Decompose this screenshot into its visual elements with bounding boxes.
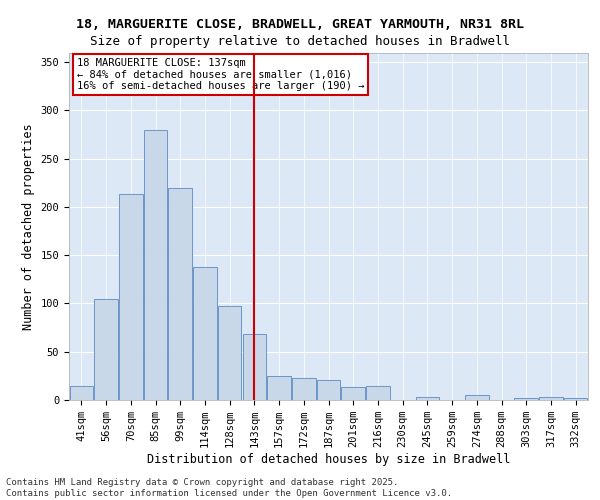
X-axis label: Distribution of detached houses by size in Bradwell: Distribution of detached houses by size … — [147, 453, 510, 466]
Bar — [564, 398, 587, 400]
Bar — [70, 386, 93, 400]
Bar — [317, 380, 340, 400]
Bar — [144, 130, 167, 400]
Bar — [193, 267, 217, 400]
Bar — [119, 194, 143, 400]
Bar — [514, 398, 538, 400]
Text: Size of property relative to detached houses in Bradwell: Size of property relative to detached ho… — [90, 35, 510, 48]
Text: 18 MARGUERITE CLOSE: 137sqm
← 84% of detached houses are smaller (1,016)
16% of : 18 MARGUERITE CLOSE: 137sqm ← 84% of det… — [77, 58, 364, 91]
Bar — [416, 397, 439, 400]
Bar — [539, 397, 563, 400]
Y-axis label: Number of detached properties: Number of detached properties — [22, 123, 35, 330]
Bar — [242, 334, 266, 400]
Bar — [366, 386, 389, 400]
Text: Contains HM Land Registry data © Crown copyright and database right 2025.
Contai: Contains HM Land Registry data © Crown c… — [6, 478, 452, 498]
Text: 18, MARGUERITE CLOSE, BRADWELL, GREAT YARMOUTH, NR31 8RL: 18, MARGUERITE CLOSE, BRADWELL, GREAT YA… — [76, 18, 524, 30]
Bar — [169, 188, 192, 400]
Bar — [94, 298, 118, 400]
Bar — [341, 388, 365, 400]
Bar — [268, 376, 291, 400]
Bar — [218, 306, 241, 400]
Bar — [465, 395, 488, 400]
Bar — [292, 378, 316, 400]
